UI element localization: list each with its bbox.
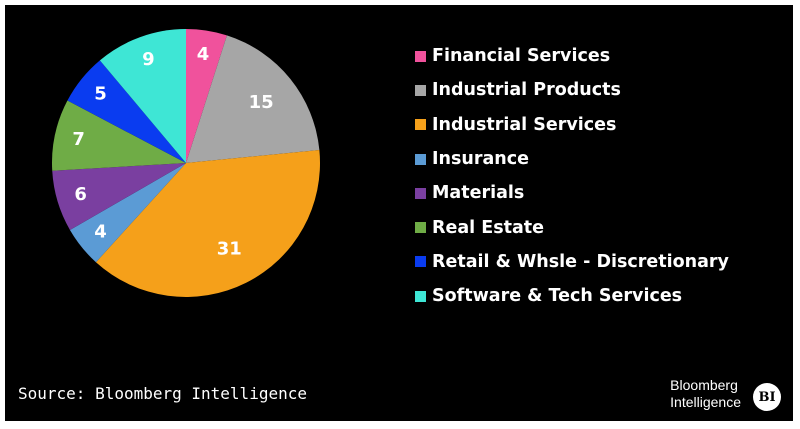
- legend-label: Industrial Services: [432, 114, 617, 135]
- chart-panel: 4 15 31 4 6 7 5 9 Financial Services Industrial …: [5, 5, 793, 421]
- pie-slice-label-4: 4: [94, 222, 107, 243]
- pie-slice-2: [186, 35, 320, 163]
- pie-slice-label-2: 15: [249, 92, 274, 113]
- brand-line-2: Intelligence: [670, 394, 741, 410]
- legend-swatch: [415, 222, 426, 234]
- pie-slice-label-1: 4: [197, 44, 210, 65]
- legend-label: Materials: [432, 183, 525, 204]
- pie-slice-label-5: 6: [74, 184, 87, 205]
- legend-swatch: [415, 50, 426, 62]
- legend-swatch: [415, 256, 426, 268]
- legend-swatch: [415, 153, 426, 165]
- pie-slice-1: [186, 29, 227, 163]
- pie-slice-label-7: 5: [94, 84, 107, 105]
- legend-label: Real Estate: [432, 217, 545, 238]
- legend-item: Software & Tech Services: [415, 279, 729, 313]
- legend-label: Software & Tech Services: [432, 286, 683, 307]
- legend-swatch: [415, 290, 426, 302]
- source-note: Source: Bloomberg Intelligence: [18, 384, 307, 403]
- pie-slice-8: [99, 29, 186, 163]
- legend-item: Industrial Services: [415, 108, 729, 142]
- chart-legend: Financial Services Industrial Products Ind…: [415, 39, 729, 313]
- legend-swatch: [415, 119, 426, 131]
- brand-badge: BI: [753, 383, 781, 411]
- pie-slice-5: [52, 163, 187, 230]
- legend-item: Industrial Products: [415, 73, 729, 107]
- pie-slice-label-3: 31: [217, 239, 242, 260]
- legend-item: Insurance: [415, 142, 729, 176]
- brand-logo: Bloomberg Intelligence: [670, 377, 741, 411]
- legend-label: Financial Services: [432, 46, 611, 67]
- pie-slice-4: [69, 163, 186, 263]
- pie-slice-6: [52, 100, 186, 171]
- legend-swatch: [415, 84, 426, 96]
- legend-swatch: [415, 187, 426, 199]
- legend-label: Industrial Products: [432, 80, 621, 101]
- pie-slice-label-6: 7: [72, 129, 85, 150]
- legend-item: Retail & Whsle - Discretionary: [415, 245, 729, 279]
- brand-line-1: Bloomberg: [670, 377, 738, 393]
- legend-item: Real Estate: [415, 210, 729, 244]
- pie-slice-7: [67, 60, 186, 163]
- legend-label: Insurance: [432, 149, 529, 170]
- legend-item: Materials: [415, 176, 729, 210]
- legend-label: Retail & Whsle - Discretionary: [432, 251, 729, 272]
- pie-slice-3: [95, 150, 320, 297]
- legend-item: Financial Services: [415, 39, 729, 73]
- pie-slice-label-8: 9: [142, 49, 155, 70]
